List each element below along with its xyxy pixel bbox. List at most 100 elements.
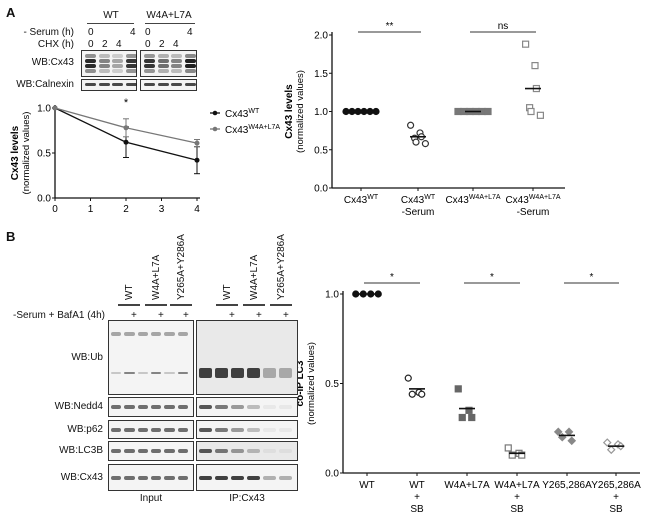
band bbox=[263, 475, 276, 480]
blot-wb-p62-ip bbox=[196, 420, 298, 439]
band bbox=[164, 332, 175, 336]
data-point bbox=[508, 451, 516, 459]
band bbox=[199, 449, 212, 453]
band bbox=[125, 64, 137, 68]
band bbox=[112, 64, 123, 68]
band bbox=[171, 64, 182, 68]
blot-wb-ub-ip bbox=[196, 320, 298, 395]
band bbox=[85, 59, 96, 63]
x-tick-label: 3 bbox=[159, 204, 165, 215]
band bbox=[231, 449, 244, 453]
band bbox=[177, 449, 188, 453]
plus-sign: + bbox=[183, 310, 189, 321]
x-tick-label: Y265,286A bbox=[591, 480, 641, 491]
data-point bbox=[352, 290, 360, 298]
band bbox=[263, 368, 276, 378]
band bbox=[98, 64, 110, 68]
data-point bbox=[123, 125, 129, 131]
band bbox=[231, 368, 244, 378]
x-tick-label: Cx43WT bbox=[344, 194, 379, 206]
row-label: WB:Ub bbox=[71, 351, 103, 363]
band bbox=[151, 475, 162, 480]
band bbox=[171, 54, 182, 58]
band bbox=[98, 69, 110, 73]
plus-sign: + bbox=[229, 310, 235, 321]
x-tick-label-line2: -Serum bbox=[517, 207, 550, 218]
band bbox=[157, 54, 169, 58]
lane-group-label: WT bbox=[124, 284, 135, 300]
band bbox=[137, 475, 148, 480]
band bbox=[164, 372, 175, 374]
data-point bbox=[374, 290, 382, 298]
x-tick-label: Y265,286A bbox=[542, 480, 592, 491]
group-underline bbox=[145, 23, 195, 24]
y-tick-label: 1.0 bbox=[314, 107, 328, 118]
band bbox=[112, 83, 123, 86]
chx-value: 2 bbox=[159, 39, 165, 50]
band bbox=[215, 449, 228, 453]
lane-group-label: W4A+L7A bbox=[151, 254, 162, 300]
x-tick-label: W4A+L7A bbox=[494, 480, 540, 491]
blot-wb-nedd4-ip bbox=[196, 397, 298, 417]
group-label-w4a: W4A+L7A bbox=[146, 10, 192, 21]
data-point bbox=[521, 40, 530, 48]
panel-a-label: A bbox=[6, 5, 16, 20]
y-tick-label: 0.5 bbox=[37, 149, 51, 160]
y-tick-label: 1.0 bbox=[325, 290, 339, 301]
data-point bbox=[194, 140, 200, 146]
blot-cx43-wt bbox=[81, 50, 137, 77]
plus-sign: + bbox=[256, 310, 262, 321]
band bbox=[124, 449, 135, 453]
chx-value: 4 bbox=[116, 39, 122, 50]
band bbox=[137, 372, 148, 374]
serum-value: 0 bbox=[88, 27, 94, 38]
data-point bbox=[123, 139, 129, 145]
x-tick-label: WT bbox=[409, 480, 425, 491]
x-tick-label: 0 bbox=[52, 204, 58, 215]
data-point bbox=[553, 427, 563, 437]
band bbox=[199, 475, 212, 480]
significance-label: * bbox=[590, 272, 594, 283]
x-tick-label: 4 bbox=[194, 204, 200, 215]
y-axis-title: co-IP LC3 bbox=[295, 360, 306, 406]
panel-b-label: B bbox=[6, 229, 16, 244]
data-point bbox=[567, 436, 577, 446]
x-tick-label: Cx43WT bbox=[401, 194, 436, 206]
x-tick-label: 2 bbox=[123, 204, 129, 215]
x-tick-label-line3: SB bbox=[609, 504, 623, 515]
data-point bbox=[408, 390, 416, 398]
band bbox=[247, 427, 260, 432]
x-tick-label: WT bbox=[359, 480, 375, 491]
data-point bbox=[372, 107, 380, 116]
legend-label: Cx43W4A+L7A bbox=[225, 124, 280, 136]
band bbox=[124, 332, 135, 336]
band bbox=[151, 332, 162, 336]
data-point bbox=[602, 438, 612, 447]
band bbox=[124, 475, 135, 480]
y-tick-label: 1.0 bbox=[37, 104, 51, 115]
y-tick-label: 1.5 bbox=[314, 69, 328, 80]
band bbox=[199, 427, 212, 432]
lane-group-underline bbox=[270, 304, 292, 306]
legend-marker bbox=[212, 126, 218, 132]
x-tick-label-line3: SB bbox=[510, 504, 524, 515]
lane-group-label: WT bbox=[222, 284, 233, 300]
band bbox=[137, 449, 148, 453]
plus-sign: + bbox=[158, 310, 164, 321]
x-tick-label-line2: + bbox=[514, 492, 520, 503]
data-point bbox=[518, 451, 526, 459]
legend-label: Cx43WT bbox=[225, 108, 260, 120]
x-tick-label-line2: + bbox=[414, 492, 420, 503]
significance-label: * bbox=[490, 272, 494, 283]
serum-label: - Serum (h) bbox=[23, 27, 74, 38]
band bbox=[247, 449, 260, 453]
data-point bbox=[418, 390, 426, 398]
band bbox=[111, 427, 122, 432]
band bbox=[111, 449, 122, 453]
band bbox=[164, 475, 175, 480]
section-label-input: Input bbox=[139, 493, 163, 504]
band bbox=[215, 368, 228, 378]
band bbox=[177, 372, 188, 374]
band bbox=[124, 405, 135, 409]
band bbox=[171, 59, 182, 63]
